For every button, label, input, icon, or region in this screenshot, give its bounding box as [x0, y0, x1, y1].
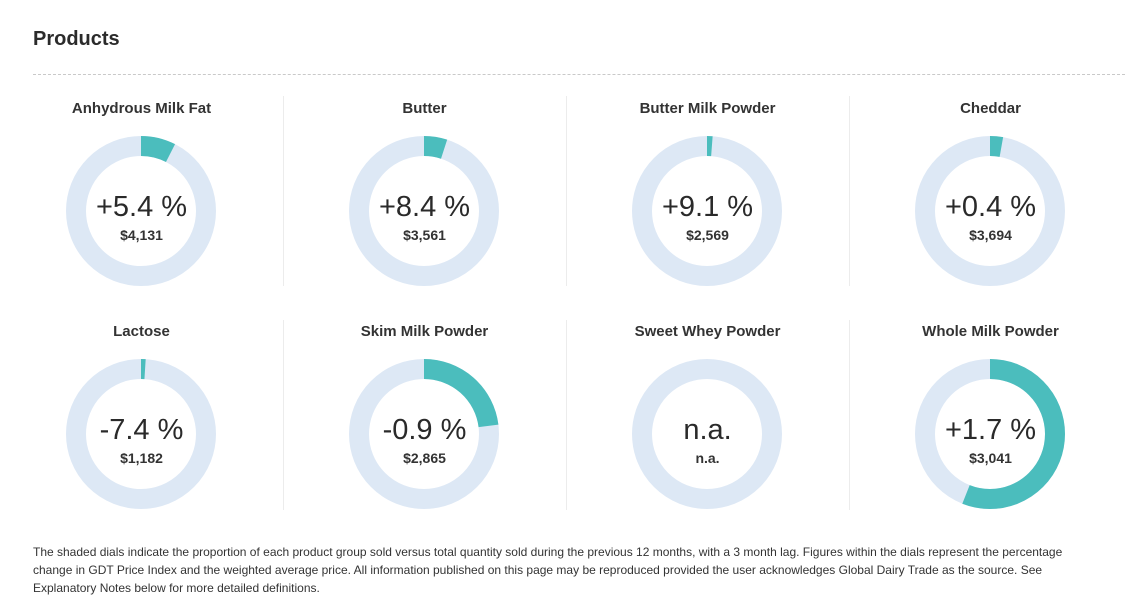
average-price: $2,865	[403, 450, 446, 466]
product-name: Sweet Whey Powder	[634, 323, 781, 340]
dial-share-arc	[349, 136, 499, 286]
product-dials-grid: Anhydrous Milk Fat +5.4 % $4,131 Butter …	[0, 96, 1132, 523]
share-dial	[349, 359, 499, 509]
price-index-change: n.a.	[683, 414, 732, 446]
price-index-change: -7.4 %	[99, 414, 184, 446]
column-separator	[849, 320, 850, 510]
average-price: $1,182	[120, 450, 163, 466]
share-dial	[66, 136, 216, 286]
product-card-butter: Butter +8.4 % $3,561	[283, 100, 566, 300]
product-card-lactose: Lactose -7.4 % $1,182	[0, 323, 283, 523]
dial-track	[632, 359, 782, 509]
price-index-change: +9.1 %	[661, 191, 754, 223]
product-name: Lactose	[113, 323, 170, 340]
share-dial	[349, 136, 499, 286]
share-dial	[632, 136, 782, 286]
average-price: $4,131	[120, 227, 163, 243]
price-index-change: +5.4 %	[95, 191, 188, 223]
column-separator	[283, 320, 284, 510]
column-separator	[849, 96, 850, 286]
product-card-anhydrous-milk-fat: Anhydrous Milk Fat +5.4 % $4,131	[0, 100, 283, 300]
product-name: Whole Milk Powder	[922, 323, 1059, 340]
share-dial	[915, 359, 1065, 509]
share-dial	[66, 359, 216, 509]
column-separator	[283, 96, 284, 286]
product-card-whole-milk-powder: Whole Milk Powder +1.7 % $3,041	[849, 323, 1132, 523]
average-price: $2,569	[686, 227, 729, 243]
product-card-skim-milk-powder: Skim Milk Powder -0.9 % $2,865	[283, 323, 566, 523]
dial-share-arc	[66, 136, 216, 286]
dial-share-arc	[915, 359, 1065, 509]
dial-share-arc	[915, 136, 1065, 286]
average-price: n.a.	[695, 450, 720, 466]
share-dial	[915, 136, 1065, 286]
product-name: Cheddar	[960, 100, 1021, 117]
product-name: Butter Milk Powder	[639, 100, 776, 117]
divider	[33, 74, 1125, 75]
price-index-change: +1.7 %	[944, 414, 1037, 446]
product-name: Skim Milk Powder	[360, 323, 489, 340]
product-name: Butter	[402, 100, 447, 117]
average-price: $3,561	[403, 227, 446, 243]
dial-share-arc	[632, 136, 782, 286]
product-name: Anhydrous Milk Fat	[71, 100, 212, 117]
price-index-change: -0.9 %	[382, 414, 467, 446]
page-title: Products	[33, 28, 120, 50]
footnote: The shaded dials indicate the proportion…	[33, 545, 1063, 595]
column-separator	[566, 96, 567, 286]
dial-share-arc	[349, 359, 499, 509]
average-price: $3,041	[969, 450, 1012, 466]
product-card-sweet-whey-powder: Sweet Whey Powder n.a. n.a.	[566, 323, 849, 523]
price-index-change: +0.4 %	[944, 191, 1037, 223]
product-card-cheddar: Cheddar +0.4 % $3,694	[849, 100, 1132, 300]
average-price: $3,694	[969, 227, 1012, 243]
dial-share-arc	[66, 359, 216, 509]
price-index-change: +8.4 %	[378, 191, 471, 223]
share-dial	[632, 359, 782, 509]
column-separator	[566, 320, 567, 510]
product-card-butter-milk-powder: Butter Milk Powder +9.1 % $2,569	[566, 100, 849, 300]
